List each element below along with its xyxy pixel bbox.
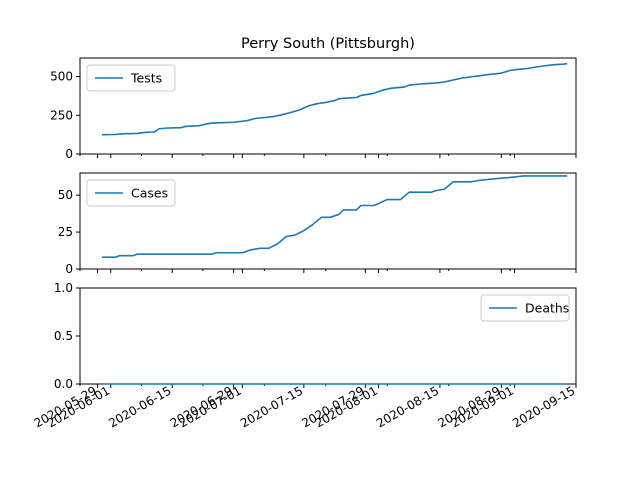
panel-2-series-cases <box>101 175 568 258</box>
panel-2-y-tick-label: 25 <box>58 225 73 239</box>
panel-1-frame <box>79 57 577 155</box>
panel-1-y-tick-label: 250 <box>50 108 73 122</box>
chart-title: Perry South (Pittsburgh) <box>241 36 415 52</box>
panel-2-y-tick-label: 0 <box>65 262 73 276</box>
panel-1-y-tick-label: 0 <box>65 147 73 161</box>
panel-2-frame <box>79 172 577 270</box>
panel-3-legend-box <box>480 294 570 322</box>
panel-1-y-tick-label: 500 <box>50 70 73 84</box>
panel-2-legend-box <box>86 179 176 207</box>
panel-1-legend-label: Tests <box>130 71 162 86</box>
panel-2-legend-label: Cases <box>131 186 168 201</box>
panel-1-series-tests <box>101 62 568 136</box>
panel-3-y-tick-label: 0.0 <box>54 377 73 391</box>
panel-3-y-tick-label: 0.5 <box>54 329 73 343</box>
panel-3-y-tick-label: 1.0 <box>54 281 73 295</box>
panel-1-legend-box <box>86 64 176 92</box>
panel-3-legend-label: Deaths <box>525 301 569 316</box>
panel-2-y-tick-label: 50 <box>58 188 73 202</box>
